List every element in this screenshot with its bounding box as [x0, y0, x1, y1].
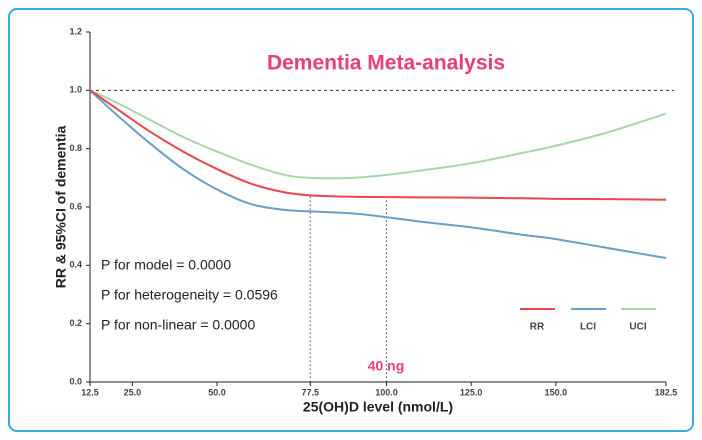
- y-tick-label: 1.0: [69, 85, 82, 95]
- frame: [8, 8, 694, 432]
- x-tick-label: 125.0: [460, 387, 483, 397]
- x-tick-label: 182.5: [655, 387, 678, 397]
- y-tick-label: 1.2: [69, 26, 82, 36]
- y-tick-label: 0.6: [69, 201, 82, 211]
- x-tick-label: 12.5: [81, 387, 99, 397]
- legend-label: RR: [530, 322, 545, 333]
- x-tick-label: 50.0: [208, 387, 226, 397]
- chart-title: Dementia Meta-analysis: [267, 52, 505, 75]
- y-tick-label: 0.8: [69, 143, 82, 153]
- legend-label: LCI: [580, 322, 596, 333]
- series-line: [89, 89, 667, 260]
- y-tick-label: 0.0: [69, 376, 82, 386]
- x-axis-label: 25(OH)D level (nmol/L): [303, 399, 453, 415]
- x-tick-label: 150.0: [545, 387, 568, 397]
- series-line: [89, 89, 667, 180]
- legend-label: UCI: [629, 322, 646, 333]
- annotation: P for model = 0.0000: [101, 257, 231, 273]
- y-axis-label: RR & 95%CI of dementia: [53, 125, 69, 288]
- y-tick-label: 0.4: [69, 260, 82, 270]
- y-tick-label: 0.2: [69, 318, 82, 328]
- series-line: [89, 89, 667, 201]
- x-tick-label: 25.0: [124, 387, 142, 397]
- x-tick-label: 77.5: [301, 387, 319, 397]
- annotation: P for heterogeneity = 0.0596: [101, 287, 278, 303]
- annotation: P for non-linear = 0.0000: [101, 317, 255, 333]
- x-tick-label: 100.0: [375, 387, 398, 397]
